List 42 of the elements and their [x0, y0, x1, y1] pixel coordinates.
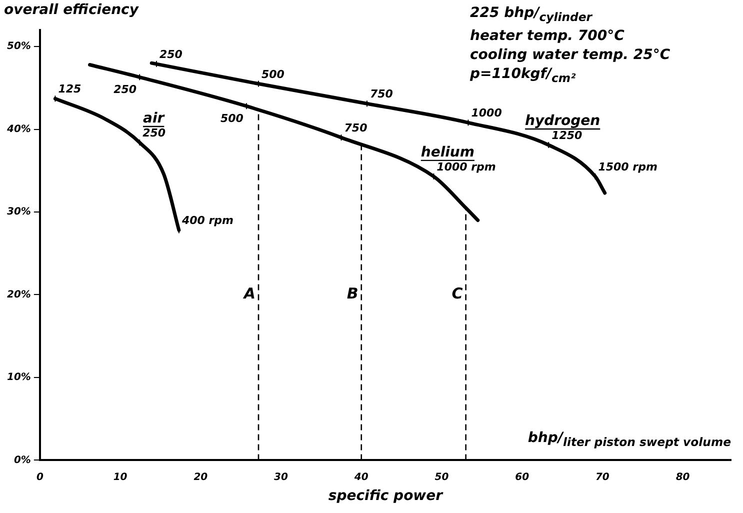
annotation: 1000 rpm	[436, 160, 496, 174]
y-tick-label: 50%	[7, 41, 31, 52]
annotation: 750	[344, 122, 368, 135]
annotation: 250	[114, 83, 137, 96]
annotation: 500	[220, 112, 244, 126]
series-label: helium	[420, 144, 474, 160]
annotation: 250	[142, 126, 166, 140]
x-tick-label: 0	[36, 472, 44, 483]
x-axis-title: specific power	[328, 488, 444, 504]
text: 225 bhp/$_{cylinder}$	[470, 4, 594, 26]
y-tick-label: 20%	[7, 289, 31, 300]
x-tick-label: 60	[515, 472, 530, 483]
series-label: air	[143, 110, 166, 127]
y-axis-title: overall efficiency	[4, 2, 138, 18]
y-tick-label: 10%	[7, 372, 31, 384]
x-tick-label: 10	[113, 472, 128, 483]
y-tick-label: 30%	[7, 206, 31, 218]
x-tick-label: 40	[353, 472, 368, 483]
y-tick-label: 40%	[6, 124, 31, 135]
y-tick-label: 0%	[14, 454, 31, 466]
x-tick-label: 30	[274, 472, 288, 483]
annotation: 1500 rpm	[598, 160, 658, 174]
x-tick-label: 70	[595, 472, 610, 483]
annotation: 250	[159, 48, 183, 61]
x-tick-label: 20	[194, 472, 208, 483]
annotation: bhp/$_{liter piston swept volume}$	[528, 430, 731, 449]
line-series	[53, 96, 181, 232]
annotation: 1000	[471, 106, 502, 120]
ref-line-label: A	[242, 284, 256, 303]
series-label: hydrogen	[525, 112, 600, 129]
x-tick-label: 50	[434, 472, 449, 483]
ref-line-label: B	[346, 284, 358, 303]
annotation: heater temp. 700°C	[470, 26, 626, 46]
annotation: cooling water temp. 25°C	[470, 46, 670, 65]
annotation: 1250	[552, 128, 583, 142]
ref-line-label: C	[452, 284, 463, 303]
x-tick-label: 80	[676, 472, 690, 483]
annotation: 750	[370, 88, 394, 101]
annotation: 125	[58, 82, 82, 96]
annotation: p=110kgf/$_{cm²}$	[470, 64, 577, 87]
annotation: 500	[262, 68, 285, 81]
annotation: 400 rpm	[180, 214, 234, 228]
